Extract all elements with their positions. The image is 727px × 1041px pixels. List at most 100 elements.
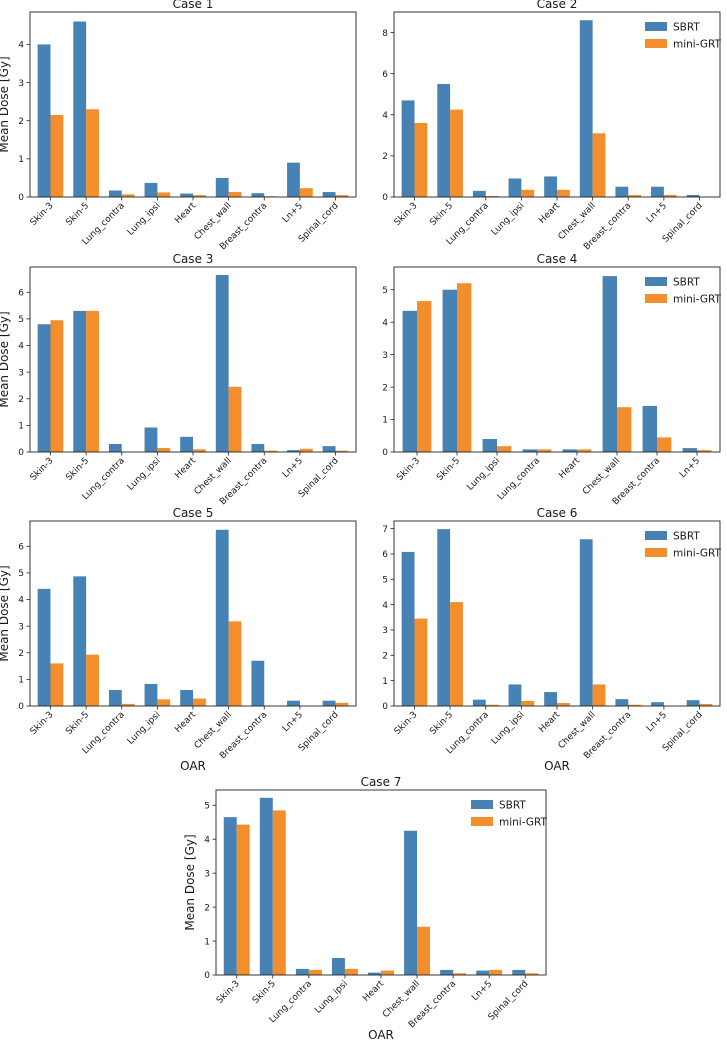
y-tick-label: 4 xyxy=(382,111,388,121)
y-tick-label: 6 xyxy=(382,550,388,560)
bar-sbrt-skin-3 xyxy=(223,817,237,975)
y-tick-label: 4 xyxy=(18,342,24,352)
bar-sbrt-ln+5 xyxy=(287,162,300,197)
bar-sbrt-spinal_cord xyxy=(322,192,336,197)
x-tick-label: Skin-3 xyxy=(29,710,56,737)
bar-mini-grt-heart xyxy=(193,449,206,452)
bar-sbrt-skin-5 xyxy=(73,21,87,197)
x-tick-label: Skin-5 xyxy=(64,456,91,483)
x-tick-label: Lung_ipsi xyxy=(126,201,163,238)
bar-mini-grt-spinal_cord xyxy=(335,195,349,197)
bar-mini-grt-lung_contra xyxy=(537,449,552,452)
y-tick-label: 5 xyxy=(204,801,210,811)
y-tick-label: 1 xyxy=(204,937,210,947)
bar-sbrt-breast_contra xyxy=(440,969,454,975)
y-tick-label: 3 xyxy=(18,368,24,378)
legend-label-mini-grt: mini-GRT xyxy=(673,548,722,560)
y-tick-label: 3 xyxy=(18,622,24,632)
x-tick-label: Lung_ipsi xyxy=(313,979,350,1016)
y-axis-label: Mean Dose [Gy] xyxy=(0,56,11,152)
bar-mini-grt-skin-3 xyxy=(50,320,64,452)
bar-sbrt-lung_contra xyxy=(108,690,122,706)
bar-mini-grt-skin-5 xyxy=(450,602,463,706)
y-tick-label: 3 xyxy=(204,869,210,879)
bar-sbrt-lung_ipsi xyxy=(482,439,497,452)
x-tick-label: Skin-3 xyxy=(29,456,56,483)
bar-sbrt-ln+5 xyxy=(682,448,697,452)
y-tick-label: 4 xyxy=(382,318,388,328)
y-tick-label: 0 xyxy=(382,448,388,458)
bar-mini-grt-lung_contra xyxy=(121,703,135,706)
x-tick-label: Ln+5 xyxy=(678,456,702,480)
bar-sbrt-breast_contra xyxy=(615,186,629,197)
bar-sbrt-chest_wall xyxy=(602,276,617,452)
bar-sbrt-lung_contra xyxy=(472,699,486,706)
bar-mini-grt-chest_wall xyxy=(617,407,632,452)
legend-swatch-mini-grt xyxy=(645,548,667,557)
y-tick-label: 3 xyxy=(382,351,388,361)
bar-mini-grt-lung_contra xyxy=(485,195,499,197)
y-tick-label: 2 xyxy=(204,903,210,913)
bar-mini-grt-spinal_cord xyxy=(335,702,349,706)
x-tick-label: Skin-5 xyxy=(435,456,462,483)
bar-sbrt-ln+5 xyxy=(287,450,300,452)
bar-mini-grt-spinal_cord xyxy=(699,703,713,706)
x-tick-label: Heart xyxy=(173,201,198,226)
bar-sbrt-lung_contra xyxy=(108,444,122,452)
x-tick-label: Heart xyxy=(361,979,386,1004)
bar-mini-grt-spinal_cord xyxy=(335,450,349,452)
bar-sbrt-ln+5 xyxy=(476,970,490,975)
bar-sbrt-chest_wall xyxy=(215,274,229,452)
bar-mini-grt-ln+5 xyxy=(663,194,677,197)
legend-swatch-mini-grt xyxy=(645,39,667,48)
legend: SBRT mini-GRT xyxy=(471,800,548,829)
x-tick-label: Ln+5 xyxy=(645,710,669,734)
x-tick-label: Skin-3 xyxy=(393,201,420,228)
legend-label-sbrt: SBRT xyxy=(673,531,700,543)
bar-mini-grt-lung_ipsi xyxy=(344,968,358,975)
bar-sbrt-lung_ipsi xyxy=(144,427,158,452)
bar-mini-grt-lung_contra xyxy=(308,969,322,975)
y-axis-label: Mean Dose [Gy] xyxy=(183,834,197,930)
legend-label-mini-grt: mini-GRT xyxy=(499,817,548,829)
x-tick-label: Skin-3 xyxy=(395,456,422,483)
bar-sbrt-heart xyxy=(544,692,557,706)
bar-mini-grt-skin-5 xyxy=(86,654,99,706)
bar-mini-grt-lung_ipsi xyxy=(157,448,171,452)
bar-sbrt-chest_wall xyxy=(215,177,229,197)
x-tick-label: Ln+5 xyxy=(470,979,494,1003)
bar-sbrt-spinal_cord xyxy=(322,700,336,706)
bar-mini-grt-skin-3 xyxy=(50,114,64,197)
x-tick-label: Skin-3 xyxy=(393,710,420,737)
y-axis-label: Mean Dose [Gy] xyxy=(0,311,11,407)
y-tick-label: 1 xyxy=(18,676,24,686)
bar-sbrt-heart xyxy=(544,176,557,197)
bar-mini-grt-breast_contra xyxy=(657,437,672,452)
x-tick-label: Lung_ipsi xyxy=(126,710,163,747)
legend-label-mini-grt: mini-GRT xyxy=(673,294,722,306)
x-tick-label: Skin-3 xyxy=(215,979,242,1006)
x-tick-label: Heart xyxy=(537,710,562,735)
bar-sbrt-skin-5 xyxy=(437,529,451,706)
bar-mini-grt-heart xyxy=(577,449,592,452)
bar-mini-grt-skin-3 xyxy=(236,824,250,975)
bar-sbrt-lung_contra xyxy=(522,449,537,452)
x-tick-label: Heart xyxy=(557,456,582,481)
bar-sbrt-breast_contra xyxy=(251,193,265,197)
bar-sbrt-skin-5 xyxy=(437,83,451,197)
bar-sbrt-breast_contra xyxy=(615,699,629,706)
bar-sbrt-chest_wall xyxy=(215,529,229,706)
bar-sbrt-lung_contra xyxy=(472,190,486,197)
bar-sbrt-skin-3 xyxy=(401,551,415,706)
legend-swatch-mini-grt xyxy=(645,294,667,303)
chart-title: Case 6 xyxy=(537,506,578,520)
y-tick-label: 2 xyxy=(18,395,24,405)
x-tick-label: Ln+5 xyxy=(645,201,669,225)
chart-title: Case 4 xyxy=(537,252,578,266)
bar-mini-grt-chest_wall xyxy=(417,926,431,975)
bar-sbrt-skin-3 xyxy=(37,44,51,197)
bar-sbrt-skin-5 xyxy=(259,797,273,975)
bar-mini-grt-breast_contra xyxy=(628,194,642,197)
